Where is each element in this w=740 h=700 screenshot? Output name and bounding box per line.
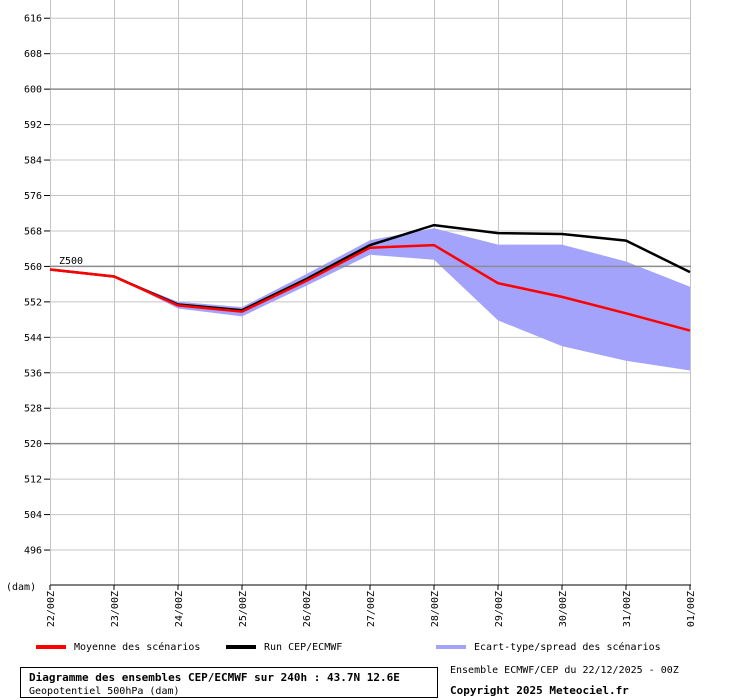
y-tick-label: 576 bbox=[24, 191, 42, 202]
x-tick-label: 25/00Z bbox=[238, 591, 249, 627]
x-tick-label: 22/00Z bbox=[46, 591, 57, 627]
series-label: Z500 bbox=[59, 256, 83, 267]
y-tick-label: 520 bbox=[24, 439, 42, 450]
run-info: Ensemble ECMWF/CEP du 22/12/2025 - 00Z bbox=[450, 665, 679, 676]
legend-label-run: Run CEP/ECMWF bbox=[264, 642, 342, 653]
x-tick-label: 28/00Z bbox=[430, 591, 441, 627]
y-tick-label: 608 bbox=[24, 49, 42, 60]
y-tick-label: 568 bbox=[24, 226, 42, 237]
y-tick-label: 544 bbox=[24, 333, 42, 344]
x-tick-label: 27/00Z bbox=[366, 591, 377, 627]
ensemble-chart: 496 504 512 520 528 536 544 552 560 568 576 584 592 6… bbox=[6, 0, 697, 653]
x-tick-label: 30/00Z bbox=[558, 591, 569, 627]
y-tick-label: 496 bbox=[24, 546, 42, 557]
y-tick-label: 584 bbox=[24, 156, 42, 167]
y-tick-label: 600 bbox=[24, 85, 42, 96]
legend-swatch-mean bbox=[36, 645, 66, 649]
y-tick-label: 552 bbox=[24, 297, 42, 308]
x-tick-label: 26/00Z bbox=[302, 591, 313, 627]
legend-swatch-run bbox=[226, 645, 256, 649]
mean-line bbox=[49, 243, 691, 332]
legend-label-mean: Moyenne des scénarios bbox=[74, 641, 200, 653]
x-tick-labels: 22/00Z 23/00Z 24/00Z 25/00Z 26/00Z 27/00Z 28/0… bbox=[46, 585, 697, 627]
y-tick-labels: 496 504 512 520 528 536 544 552 560 568 576 584 592 6… bbox=[24, 14, 50, 557]
grid-major bbox=[50, 88, 691, 445]
x-tick-label: 01/00Z bbox=[686, 591, 697, 627]
y-tick-label: 512 bbox=[24, 475, 42, 486]
chart-subtitle: Geopotentiel 500hPa (dam) bbox=[29, 686, 180, 697]
x-tick-label: 23/00Z bbox=[110, 591, 121, 627]
y-tick-label: 616 bbox=[24, 14, 42, 25]
y-tick-label: 504 bbox=[24, 510, 42, 521]
legend-swatch-spread bbox=[436, 645, 466, 649]
copyright: Copyright 2025 Meteociel.fr bbox=[450, 684, 629, 697]
x-tick-label: 31/00Z bbox=[622, 591, 633, 627]
y-tick-label: 528 bbox=[24, 404, 42, 415]
x-tick-label: 29/00Z bbox=[494, 591, 505, 627]
y-axis-label: (dam) bbox=[6, 582, 36, 593]
legend: Moyenne des scénarios Run CEP/ECMWF Ecar… bbox=[36, 641, 661, 653]
y-tick-label: 536 bbox=[24, 368, 42, 379]
spread-area bbox=[50, 228, 690, 371]
y-tick-label: 560 bbox=[24, 262, 42, 273]
chart-title: Diagramme des ensembles CEP/ECMWF sur 24… bbox=[29, 671, 400, 684]
legend-label-spread: Ecart-type/spread des scénarios bbox=[474, 641, 661, 653]
chart-info-box: Diagramme des ensembles CEP/ECMWF sur 24… bbox=[20, 667, 438, 698]
x-tick-label: 24/00Z bbox=[174, 591, 185, 627]
y-tick-label: 592 bbox=[24, 120, 42, 131]
